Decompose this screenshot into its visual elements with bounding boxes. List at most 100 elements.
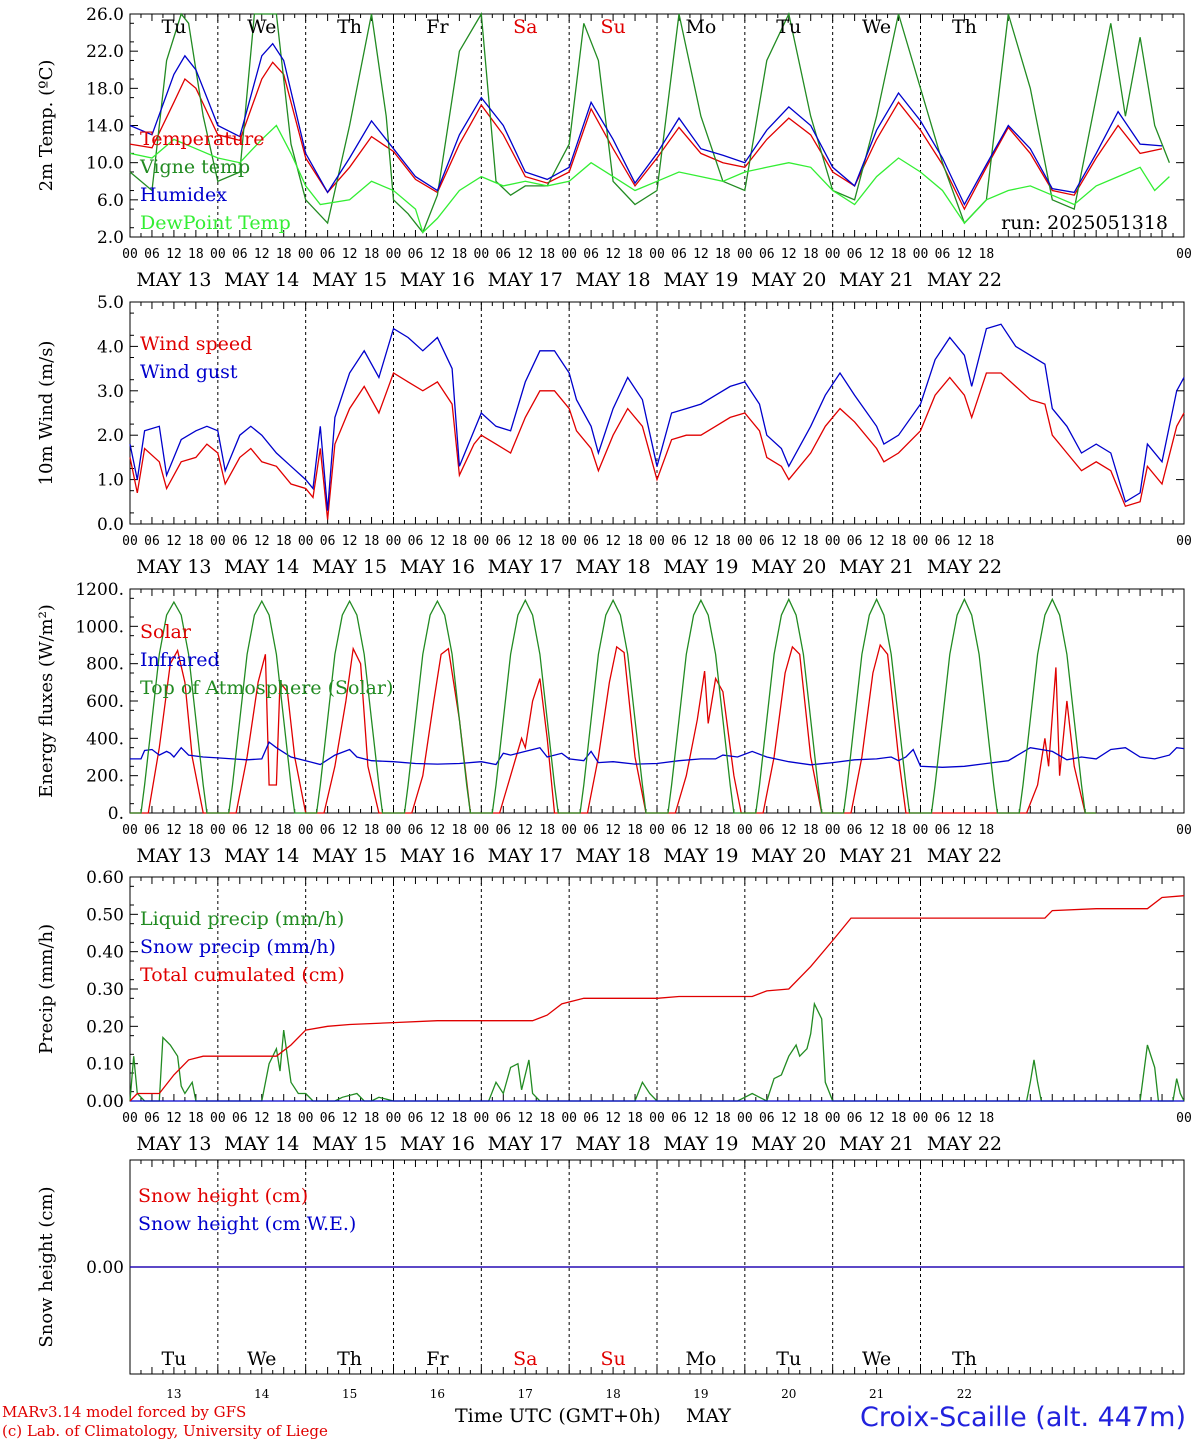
hour-label: 12 <box>957 534 973 549</box>
y-tick-label: 0.40 <box>86 943 124 963</box>
hour-label: 06 <box>671 823 687 838</box>
hour-label: 12 <box>254 247 270 262</box>
date-label: MAY 13 <box>136 556 211 578</box>
hour-label: 06 <box>847 534 863 549</box>
hour-label: 12 <box>693 534 709 549</box>
day-abbr: Tu <box>776 16 801 38</box>
hour-label: 00 <box>737 1111 753 1126</box>
legend-entry: Infrared <box>140 649 220 671</box>
hour-label: 12 <box>517 534 533 549</box>
date-label: MAY 16 <box>400 845 475 867</box>
date-label: MAY 13 <box>136 845 211 867</box>
y-tick-label: 2.0 <box>97 228 124 248</box>
hour-label: 18 <box>979 534 995 549</box>
date-label: MAY 19 <box>663 1133 738 1155</box>
series-line-vigne-temp <box>129 11 1171 234</box>
hour-label: 00 <box>737 534 753 549</box>
hour-label: 12 <box>869 247 885 262</box>
y-tick-label: 0.10 <box>86 1055 124 1075</box>
series-line-solar <box>130 643 1097 814</box>
hour-label: 00 <box>649 823 665 838</box>
hour-label: 06 <box>144 247 160 262</box>
hour-label: 06 <box>144 823 160 838</box>
y-axis-label: Precip (mm/h) <box>36 924 57 1054</box>
hour-label: 18 <box>188 534 204 549</box>
date-label: MAY 15 <box>312 1133 387 1155</box>
hour-label: 00 <box>561 823 577 838</box>
hour-label: 06 <box>495 247 511 262</box>
hour-label: 18 <box>276 534 292 549</box>
hour-label: 06 <box>935 247 951 262</box>
date-label: MAY 19 <box>663 556 738 578</box>
hour-label: 00 <box>210 534 226 549</box>
hour-label: 00 <box>474 823 490 838</box>
series-line-humidex <box>129 42 1163 206</box>
hour-label: 00 <box>1176 823 1192 838</box>
date-label: MAY 22 <box>927 556 1002 578</box>
y-axis-label: 10m Wind (m/s) <box>36 341 57 486</box>
hour-label: 12 <box>517 247 533 262</box>
y-axis-label: 2m Temp. (ºC) <box>36 60 57 192</box>
hour-label: 00 <box>737 823 753 838</box>
y-tick-label: 0.0 <box>97 515 124 535</box>
hour-label: 00 <box>913 534 929 549</box>
hour-label: 18 <box>276 1111 292 1126</box>
date-label: MAY 22 <box>927 1133 1002 1155</box>
hour-label: 18 <box>188 1111 204 1126</box>
hour-label: 00 <box>210 1111 226 1126</box>
hour-label: 00 <box>122 534 138 549</box>
date-label: MAY 18 <box>575 556 650 578</box>
day-number: 13 <box>166 1387 181 1401</box>
hour-label: 18 <box>364 534 380 549</box>
day-abbr: Mo <box>685 1348 716 1370</box>
hour-label: 18 <box>979 247 995 262</box>
hour-label: 12 <box>166 823 182 838</box>
hour-label: 00 <box>474 534 490 549</box>
day-number: 20 <box>781 1387 796 1401</box>
hour-label: 18 <box>188 247 204 262</box>
date-label: MAY 21 <box>839 845 914 867</box>
hour-label: 00 <box>825 534 841 549</box>
hour-label: 12 <box>957 247 973 262</box>
y-tick-label: 0.00 <box>86 1258 124 1278</box>
hour-label: 18 <box>627 247 643 262</box>
hour-label: 18 <box>539 534 555 549</box>
hour-label: 00 <box>913 247 929 262</box>
hour-label: 12 <box>693 1111 709 1126</box>
y-tick-label: 14.0 <box>86 117 124 137</box>
hour-label: 12 <box>342 823 358 838</box>
day-abbr: Th <box>952 16 977 38</box>
day-abbr: Fr <box>426 1348 449 1370</box>
date-label: MAY 20 <box>751 556 826 578</box>
legend-entry: Wind gust <box>140 361 238 383</box>
hour-label: 00 <box>122 247 138 262</box>
legend-entry: Total cumulated (cm) <box>140 964 345 986</box>
day-abbr: Tu <box>161 1348 186 1370</box>
hour-label: 00 <box>825 247 841 262</box>
date-label: MAY 14 <box>224 556 299 578</box>
hour-label: 00 <box>913 1111 929 1126</box>
y-tick-label: 600. <box>86 692 124 712</box>
hour-label: 06 <box>671 1111 687 1126</box>
legend-entry: Top of Atmosphere (Solar) <box>140 677 393 699</box>
day-number: 14 <box>254 1387 270 1401</box>
hour-label: 00 <box>122 1111 138 1126</box>
hour-label: 12 <box>869 534 885 549</box>
legend-entry: Snow height (cm) <box>138 1185 308 1207</box>
hour-label: 18 <box>188 823 204 838</box>
hour-label: 12 <box>430 1111 446 1126</box>
y-tick-label: 3.0 <box>97 382 124 402</box>
y-tick-label: 0. <box>108 804 124 824</box>
panel-frame-0 <box>129 13 1185 238</box>
hour-label: 00 <box>649 534 665 549</box>
hour-label: 12 <box>342 247 358 262</box>
hour-label: 12 <box>254 1111 270 1126</box>
day-abbr: Sa <box>513 1348 537 1370</box>
hour-label: 00 <box>561 247 577 262</box>
date-label: MAY 17 <box>488 556 563 578</box>
day-number: 15 <box>342 1387 357 1401</box>
hour-label: 12 <box>781 247 797 262</box>
day-abbr: Sa <box>513 16 537 38</box>
series-line-temperature <box>129 61 1163 211</box>
hour-label: 18 <box>627 1111 643 1126</box>
